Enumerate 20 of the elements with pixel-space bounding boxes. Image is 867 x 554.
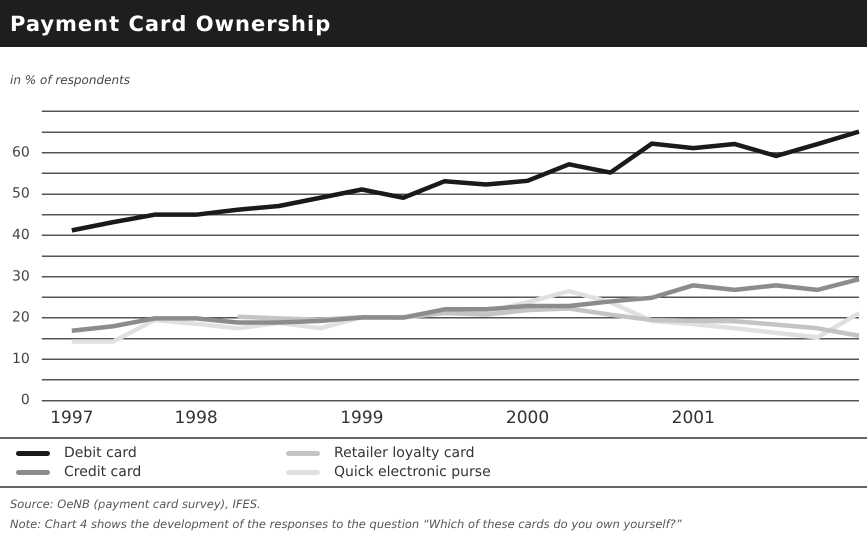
x-tick-label: 1998 bbox=[174, 408, 218, 428]
y-tick-label: 20 bbox=[12, 310, 30, 326]
x-tick-label: 2001 bbox=[672, 408, 715, 428]
legend-label: Credit card bbox=[64, 464, 142, 480]
y-tick-label: 0 bbox=[20, 392, 30, 408]
legend-label: Debit card bbox=[64, 445, 137, 461]
y-tick-label: 30 bbox=[12, 268, 30, 284]
text: Note: Chart 4 shows the development of the responses to the question “Which of these cards do you own yourself?” bbox=[10, 516, 683, 533]
legend-label: Quick electronic purse bbox=[334, 464, 491, 480]
x-tick-label: 1997 bbox=[50, 408, 94, 428]
chart-title: Payment Card Ownership bbox=[0, 0, 867, 47]
y-tick-label: 40 bbox=[12, 226, 30, 243]
y-axis-title: in % of respondents bbox=[9, 72, 132, 89]
x-tick-label: 2000 bbox=[506, 408, 550, 428]
y-tick-label: 50 bbox=[12, 186, 30, 202]
y-tick-label: 60 bbox=[12, 144, 30, 160]
x-tick-label: 1999 bbox=[340, 408, 384, 428]
legend-label: Retailer loyalty card bbox=[334, 445, 474, 461]
y-tick-label: 10 bbox=[12, 350, 30, 367]
source-note: Source: OeNB (payment card survey), IFES. bbox=[10, 496, 262, 513]
